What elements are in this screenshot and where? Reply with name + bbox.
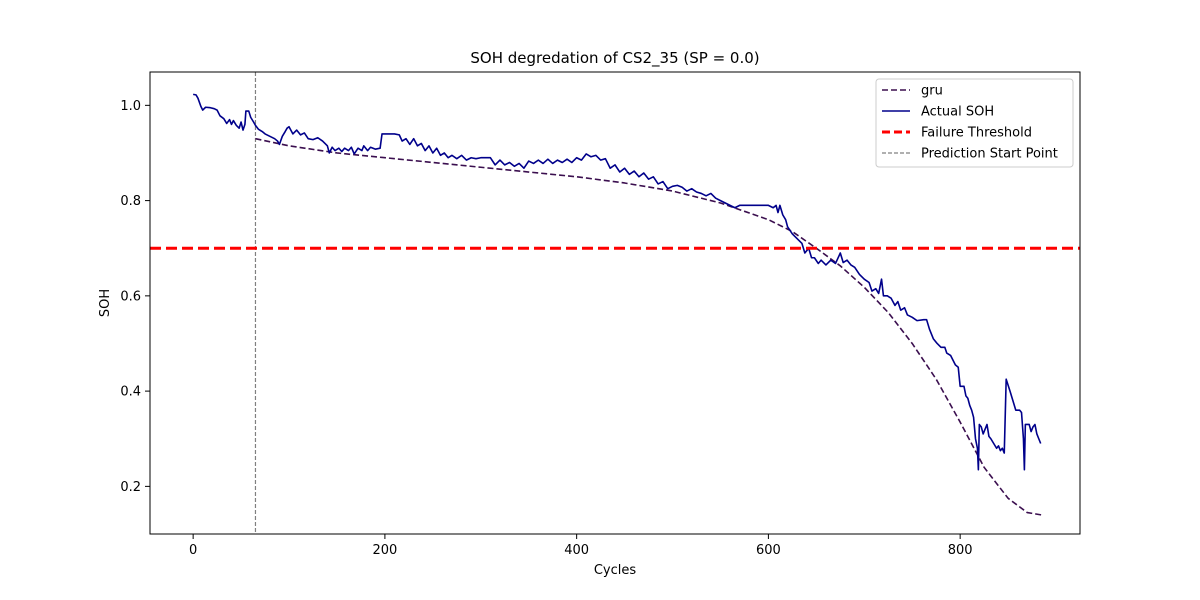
- x-tick-label: 600: [756, 543, 781, 558]
- x-tick-label: 200: [372, 543, 397, 558]
- legend-label-failure-threshold: Failure Threshold: [921, 126, 1032, 141]
- y-axis-label: SOH: [98, 289, 113, 317]
- y-tick-label: 0.2: [120, 480, 141, 495]
- legend-label-gru: gru: [921, 84, 943, 99]
- legend: gru Actual SOH Failure Threshold Predict…: [875, 78, 1074, 168]
- y-tick-label: 0.6: [120, 289, 141, 304]
- x-axis: 0 200 400 600 800: [189, 534, 973, 558]
- x-tick-label: 0: [189, 543, 197, 558]
- axes-frame: [149, 71, 1081, 535]
- y-tick-label: 1.0: [120, 99, 141, 114]
- legend-label-actual-soh: Actual SOH: [921, 105, 994, 120]
- y-axis: 0.2 0.4 0.6 0.8 1.0: [120, 99, 150, 495]
- legend-label-prediction-start: Prediction Start Point: [921, 147, 1058, 162]
- chart-title: SOH degredation of CS2_35 (SP = 0.0): [470, 49, 759, 68]
- x-tick-label: 800: [948, 543, 973, 558]
- x-tick-label: 400: [564, 543, 589, 558]
- plot-area: [150, 72, 1080, 534]
- y-tick-label: 0.8: [120, 194, 141, 209]
- x-axis-label: Cycles: [594, 563, 637, 578]
- series-line-actual-soh: [193, 93, 1042, 471]
- y-tick-label: 0.4: [120, 385, 141, 400]
- legend-box: [875, 78, 1074, 168]
- series-line-gru: [255, 137, 1042, 516]
